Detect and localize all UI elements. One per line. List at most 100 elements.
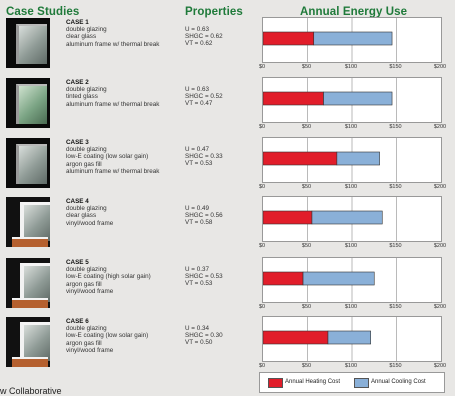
window-sample-image (6, 18, 50, 68)
glass-pane (20, 202, 50, 241)
x-axis-ticks: $0 $50 $100 $150 $200 (252, 64, 455, 74)
case-spec-line: clear glass (66, 33, 97, 41)
case-row: CASE 2 double glazing tinted glass aluminum… (0, 74, 455, 133)
x-tick-label: $100 (344, 124, 358, 130)
x-axis-ticks: $0 $50 $100 $150 $200 (252, 243, 455, 253)
case-spec-line: aluminum frame w/ thermal break (66, 40, 160, 48)
energy-bar-chart (262, 18, 397, 62)
property-value: SHGC = 0.52 (185, 93, 223, 101)
case-spec-line: low-E coating (low solar gain) (66, 332, 149, 340)
case-title: CASE 6 (66, 318, 89, 325)
window-sample-image (6, 197, 50, 247)
x-tick-label: $200 (433, 243, 447, 249)
heating-cost-bar (262, 31, 315, 46)
case-title: CASE 2 (66, 79, 89, 86)
case-title: CASE 4 (66, 198, 89, 205)
case-properties: U = 0.63 SHGC = 0.52 VT = 0.47 (185, 86, 223, 108)
case-spec-line: low-E coating (low solar gain) (66, 153, 149, 161)
glass-pane (16, 24, 47, 64)
x-tick-label: $0 (258, 363, 266, 369)
property-value: SHGC = 0.62 (185, 33, 223, 41)
case-row: CASE 5 double glazing low-E coating (high … (0, 254, 455, 313)
case-row: CASE 6 double glazing low-E coating (low s… (0, 313, 455, 372)
case-spec-line: aluminum frame w/ thermal break (66, 167, 160, 175)
x-tick-label: $0 (258, 124, 266, 130)
property-value: VT = 0.53 (185, 280, 213, 288)
case-properties: U = 0.49 SHGC = 0.56 VT = 0.58 (185, 205, 223, 227)
x-axis-ticks: $0 $50 $100 $150 $200 (252, 184, 455, 194)
property-value: VT = 0.47 (185, 100, 213, 108)
property-value: U = 0.47 (185, 146, 209, 153)
case-spec-line: double glazing (66, 205, 107, 213)
x-tick-label: $150 (389, 363, 402, 369)
x-tick-label: $150 (389, 64, 402, 70)
x-tick-label: $100 (344, 363, 358, 369)
cooling-cost-bar (336, 151, 380, 166)
case-title: CASE 3 (66, 139, 89, 146)
case-spec-line: double glazing (66, 325, 107, 333)
heating-cost-bar (262, 210, 313, 225)
property-value: U = 0.63 (185, 86, 209, 93)
property-value: SHGC = 0.33 (185, 153, 223, 161)
case-properties: U = 0.63 SHGC = 0.62 VT = 0.62 (185, 26, 223, 48)
property-value: U = 0.37 (185, 266, 209, 273)
cooling-cost-bar (327, 330, 371, 345)
case-properties: U = 0.34 SHGC = 0.30 VT = 0.50 (185, 325, 223, 347)
x-tick-label: $50 (301, 64, 312, 70)
case-spec-line: vinyl/wood frame (66, 287, 114, 295)
energy-chart-panel (262, 196, 442, 242)
property-value: VT = 0.62 (185, 40, 213, 48)
case-studies-header: Case Studies (6, 6, 80, 18)
energy-bar-chart (262, 197, 397, 241)
case-title: CASE 1 (66, 19, 89, 26)
x-axis-ticks: $0 $50 $100 $150 $200 (252, 304, 455, 314)
heating-cost-bar (262, 91, 324, 106)
energy-bar-chart (262, 78, 397, 122)
x-tick-label: $200 (433, 363, 447, 369)
case-properties: U = 0.37 SHGC = 0.53 VT = 0.53 (185, 266, 223, 288)
property-value: SHGC = 0.30 (185, 332, 223, 340)
case-properties: U = 0.47 SHGC = 0.33 VT = 0.53 (185, 146, 223, 168)
x-tick-label: $0 (258, 64, 266, 70)
property-value: VT = 0.58 (185, 219, 213, 227)
x-tick-label: $200 (433, 304, 447, 310)
case-spec-line: double glazing (66, 146, 107, 154)
x-tick-label: $150 (389, 184, 402, 190)
case-row: CASE 1 double glazing clear glass aluminum … (0, 14, 455, 73)
property-value: SHGC = 0.53 (185, 273, 223, 281)
heating-cost-bar (262, 271, 304, 286)
energy-bar-chart (262, 258, 397, 302)
x-tick-label: $50 (301, 243, 312, 249)
case-spec-line: argon gas fill (66, 280, 102, 288)
energy-bar-chart (262, 138, 397, 182)
case-spec-line: clear glass (66, 212, 97, 220)
heating-cost-bar (262, 330, 329, 345)
glass-pane (20, 322, 50, 361)
x-tick-label: $200 (433, 124, 447, 130)
legend-label-cooling: Annual Cooling Cost (371, 379, 426, 385)
x-tick-label: $100 (344, 243, 358, 249)
window-sample-image (6, 258, 50, 308)
case-description: CASE 5 double glazing low-E coating (high … (66, 259, 151, 295)
x-tick-label: $150 (389, 243, 402, 249)
case-spec-line: double glazing (66, 266, 107, 274)
x-tick-label: $150 (389, 124, 402, 130)
property-value: VT = 0.53 (185, 160, 213, 168)
x-tick-label: $50 (301, 363, 312, 369)
case-description: CASE 1 double glazing clear glass aluminum … (66, 19, 159, 48)
energy-bar-chart (262, 317, 397, 361)
cooling-cost-bar (311, 210, 383, 225)
glass-pane (20, 263, 50, 302)
case-description: CASE 4 double glazing clear glass vinyl/woo… (66, 198, 113, 227)
legend-swatch-cooling (354, 378, 369, 388)
wood-frame (12, 237, 48, 247)
property-value: U = 0.49 (185, 205, 209, 212)
x-tick-label: $0 (258, 304, 266, 310)
wood-frame (12, 298, 48, 308)
x-axis-ticks: $0 $50 $100 $150 $200 (252, 124, 455, 134)
energy-header: Annual Energy Use (300, 6, 408, 18)
glass-pane (16, 84, 47, 124)
x-tick-label: $100 (344, 64, 358, 70)
case-description: CASE 6 double glazing low-E coating (low s… (66, 318, 148, 354)
case-spec-line: aluminum frame w/ thermal break (66, 100, 160, 108)
